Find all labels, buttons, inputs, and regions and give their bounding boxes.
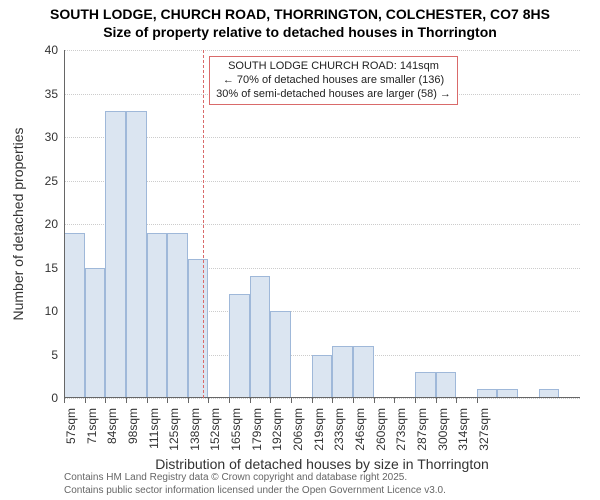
- x-tick-mark: [167, 398, 168, 403]
- chart-container: SOUTH LODGE, CHURCH ROAD, THORRINGTON, C…: [0, 0, 600, 500]
- y-tick-label: 0: [28, 391, 58, 405]
- plot-area: SOUTH LODGE CHURCH ROAD: 141sqm← 70% of …: [64, 50, 580, 398]
- footer-attribution-2: Contains public sector information licen…: [64, 485, 446, 496]
- x-tick-label: 327sqm: [477, 408, 491, 451]
- x-tick-label: 287sqm: [415, 408, 429, 451]
- x-tick-label: 246sqm: [353, 408, 367, 451]
- gridline: [64, 50, 580, 51]
- x-tick-mark: [64, 398, 65, 403]
- x-tick-mark: [374, 398, 375, 403]
- histogram-bar: [312, 355, 333, 399]
- histogram-bar: [64, 233, 85, 398]
- histogram-bar: [229, 294, 250, 398]
- x-tick-label: 152sqm: [208, 408, 222, 451]
- y-tick-label: 35: [28, 87, 58, 101]
- x-tick-mark: [105, 398, 106, 403]
- annotation-line-2: ← 70% of detached houses are smaller (13…: [216, 74, 451, 88]
- footer-attribution-1: Contains HM Land Registry data © Crown c…: [64, 472, 407, 483]
- x-tick-mark: [436, 398, 437, 403]
- x-tick-mark: [270, 398, 271, 403]
- x-tick-label: 206sqm: [291, 408, 305, 451]
- histogram-bar: [250, 276, 271, 398]
- x-tick-mark: [85, 398, 86, 403]
- y-tick-label: 30: [28, 130, 58, 144]
- histogram-bar: [353, 346, 374, 398]
- x-tick-label: 98sqm: [126, 408, 140, 444]
- chart-title-line2: Size of property relative to detached ho…: [0, 24, 600, 40]
- x-tick-label: 138sqm: [188, 408, 202, 451]
- x-tick-label: 125sqm: [167, 408, 181, 451]
- annotation-line-3: 30% of semi-detached houses are larger (…: [216, 88, 451, 102]
- x-tick-mark: [477, 398, 478, 403]
- x-tick-mark: [456, 398, 457, 403]
- histogram-bar: [105, 111, 126, 398]
- x-tick-mark: [229, 398, 230, 403]
- histogram-bar: [270, 311, 291, 398]
- reference-line: [203, 50, 204, 398]
- x-tick-label: 71sqm: [85, 408, 99, 444]
- x-tick-mark: [250, 398, 251, 403]
- y-tick-label: 10: [28, 304, 58, 318]
- x-tick-label: 192sqm: [270, 408, 284, 451]
- x-tick-label: 233sqm: [332, 408, 346, 451]
- histogram-bar: [415, 372, 436, 398]
- y-tick-label: 15: [28, 261, 58, 275]
- x-tick-mark: [394, 398, 395, 403]
- y-tick-label: 40: [28, 43, 58, 57]
- annotation-box: SOUTH LODGE CHURCH ROAD: 141sqm← 70% of …: [209, 56, 458, 105]
- x-tick-mark: [126, 398, 127, 403]
- y-axis-label: Number of detached properties: [10, 128, 26, 321]
- x-tick-label: 300sqm: [436, 408, 450, 451]
- x-tick-label: 111sqm: [147, 408, 161, 449]
- histogram-bar: [332, 346, 353, 398]
- x-tick-label: 314sqm: [456, 408, 470, 451]
- x-tick-label: 165sqm: [229, 408, 243, 451]
- x-tick-mark: [147, 398, 148, 403]
- x-tick-mark: [353, 398, 354, 403]
- x-tick-label: 219sqm: [312, 408, 326, 451]
- x-tick-mark: [332, 398, 333, 403]
- chart-title-line1: SOUTH LODGE, CHURCH ROAD, THORRINGTON, C…: [0, 6, 600, 22]
- x-axis-line: [64, 397, 580, 398]
- y-tick-label: 20: [28, 217, 58, 231]
- x-tick-mark: [291, 398, 292, 403]
- annotation-line-1: SOUTH LODGE CHURCH ROAD: 141sqm: [216, 60, 451, 74]
- histogram-bar: [147, 233, 168, 398]
- x-tick-mark: [188, 398, 189, 403]
- x-tick-mark: [312, 398, 313, 403]
- histogram-bar: [436, 372, 457, 398]
- x-tick-label: 179sqm: [250, 408, 264, 451]
- y-tick-label: 5: [28, 348, 58, 362]
- histogram-bar: [126, 111, 147, 398]
- x-axis-label: Distribution of detached houses by size …: [64, 456, 580, 472]
- y-tick-label: 25: [28, 174, 58, 188]
- gridline: [64, 398, 580, 399]
- x-tick-label: 260sqm: [374, 408, 388, 451]
- x-tick-mark: [208, 398, 209, 403]
- histogram-bar: [85, 268, 106, 399]
- x-tick-label: 273sqm: [394, 408, 408, 451]
- histogram-bar: [167, 233, 188, 398]
- x-tick-label: 57sqm: [64, 408, 78, 444]
- histogram-bar: [188, 259, 209, 398]
- x-tick-label: 84sqm: [105, 408, 119, 444]
- y-axis-line: [64, 50, 65, 398]
- x-tick-mark: [415, 398, 416, 403]
